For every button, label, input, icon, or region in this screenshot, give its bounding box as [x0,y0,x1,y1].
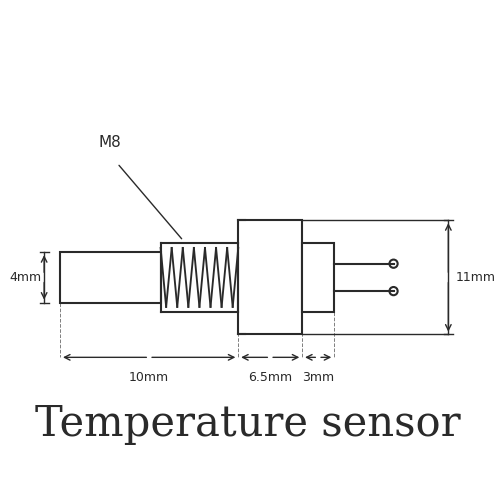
Text: 11mm: 11mm [455,271,495,284]
Bar [238,220,302,334]
Text: Temperature sensor: Temperature sensor [34,402,460,444]
Text: M8: M8 [99,134,122,150]
Text: 4mm: 4mm [10,271,42,284]
Text: 10mm: 10mm [129,371,169,384]
Bar [60,252,160,302]
Text: 3mm: 3mm [302,371,334,384]
Bar [302,243,334,312]
Text: 6.5mm: 6.5mm [248,371,292,384]
